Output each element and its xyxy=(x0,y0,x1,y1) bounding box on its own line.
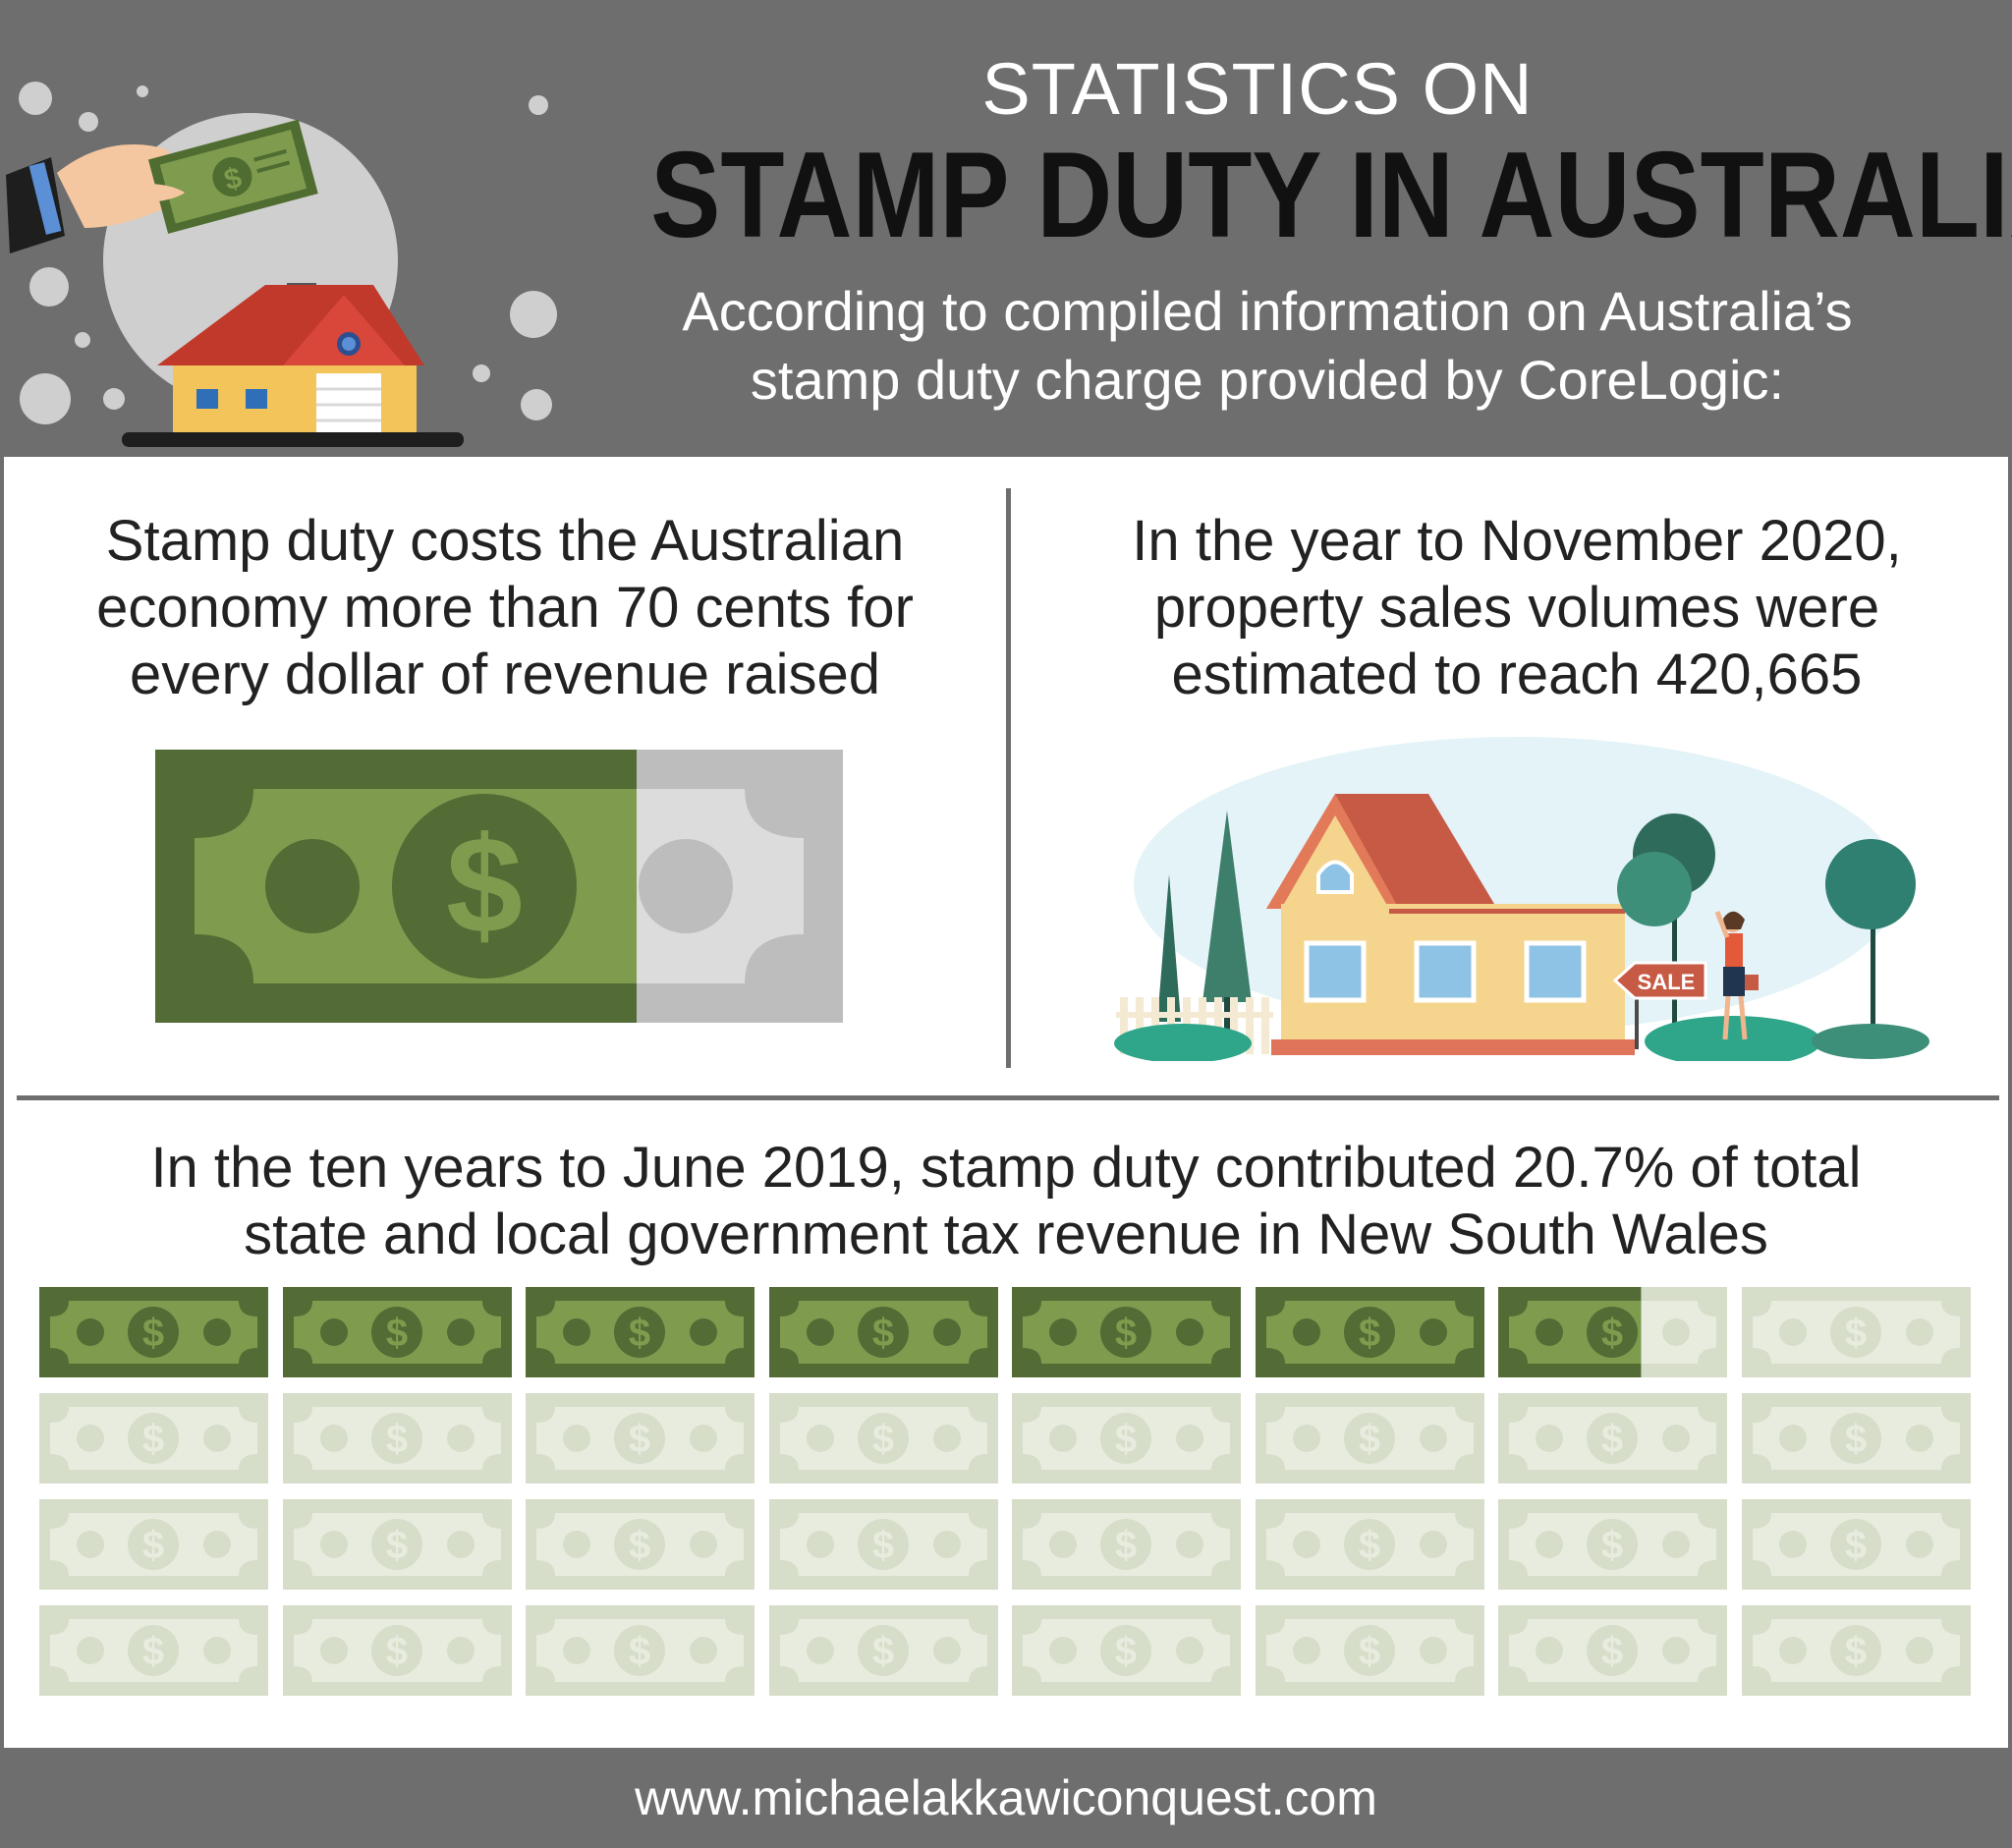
svg-text:$: $ xyxy=(446,808,523,962)
dollar-bill-icon: $ xyxy=(1255,1499,1484,1590)
footer-url: www.michaelakkawiconquest.com xyxy=(635,1770,1377,1825)
svg-text:$: $ xyxy=(871,1312,893,1355)
stat-nsw-line-1: In the ten years to June 2019, stamp dut… xyxy=(150,1136,1862,1200)
svg-text:$: $ xyxy=(1358,1630,1379,1673)
dollar-bill-icon: $ xyxy=(526,1499,754,1590)
horizontal-divider xyxy=(17,1095,1999,1100)
svg-text:$: $ xyxy=(1115,1630,1137,1673)
svg-text:$: $ xyxy=(629,1312,650,1355)
svg-text:$: $ xyxy=(385,1312,407,1355)
svg-text:$: $ xyxy=(629,1630,650,1673)
header-banner: $ STATISTICS ON STAMP DUTY IN AUSTRALIA … xyxy=(0,0,2012,457)
house-for-sale-icon: SALE xyxy=(1114,737,1929,1061)
dollar-bill-icon: $ xyxy=(1741,1605,1971,1696)
dollar-bill-icon: $ xyxy=(526,1605,754,1696)
dollar-bill-icon: $$ xyxy=(39,1287,268,1377)
stat-sales-text: In the year to November 2020, property s… xyxy=(1035,508,1998,708)
svg-text:$: $ xyxy=(1115,1312,1137,1355)
vertical-divider xyxy=(1006,488,1011,1068)
svg-text:$: $ xyxy=(1358,1312,1379,1355)
dollar-bill-icon: $$ xyxy=(1012,1287,1241,1377)
dollar-bill-icon: $ xyxy=(1498,1605,1727,1696)
stat-nsw-line-2: state and local government tax revenue i… xyxy=(244,1203,1768,1266)
svg-text:$: $ xyxy=(1844,1418,1866,1461)
dollar-bill-icon: $ xyxy=(1012,1393,1241,1484)
svg-text:$: $ xyxy=(1115,1418,1137,1461)
sale-sign-label: SALE xyxy=(1638,970,1696,994)
dollar-bill-icon: $ xyxy=(39,1499,268,1590)
stat-cost-line-3: every dollar of revenue raised xyxy=(129,643,881,706)
svg-text:$: $ xyxy=(1601,1524,1623,1567)
svg-text:$: $ xyxy=(871,1630,893,1673)
dollar-bill-icon: $ xyxy=(1741,1499,1971,1590)
dollar-bill-icon: $ xyxy=(1498,1393,1727,1484)
dollar-bill-icon: $$ xyxy=(1255,1287,1484,1377)
stat-cost-line-1: Stamp duty costs the Australian xyxy=(105,509,905,573)
dollar-bill-icon: $ xyxy=(768,1393,998,1484)
dollar-bill-icon: $ xyxy=(282,1605,512,1696)
dollar-bill-icon: $ xyxy=(526,1393,754,1484)
dollar-bill-icon: $ xyxy=(282,1499,512,1590)
stat-sales-line-3: estimated to reach 420,665 xyxy=(1171,643,1863,706)
subtitle-line-2: stamp duty charge provided by CoreLogic: xyxy=(750,349,1785,411)
bill-grid-chart: $$$$$$$$$$$$$$$$$$$$$$$$$$$$$$$$$$$$$$$ xyxy=(39,1287,1975,1696)
svg-text:$: $ xyxy=(1601,1312,1623,1355)
header-kicker: STATISTICS ON xyxy=(981,48,1534,130)
stats-panel: Stamp duty costs the Australian economy … xyxy=(4,457,2008,1748)
page-title: STAMP DUTY IN AUSTRALIA xyxy=(650,128,2012,263)
dollar-bill-icon: $ xyxy=(1255,1605,1484,1696)
stat-nsw-text: In the ten years to June 2019, stamp dut… xyxy=(33,1135,1979,1268)
stat-cost-line-2: economy more than 70 cents for xyxy=(96,576,914,640)
stat-cost-text: Stamp duty costs the Australian economy … xyxy=(24,508,986,708)
svg-text:$: $ xyxy=(1844,1312,1866,1355)
svg-text:$: $ xyxy=(142,1418,164,1461)
dollar-bill-icon: $ xyxy=(1498,1499,1727,1590)
dollar-bill-icon: $$ xyxy=(282,1287,512,1377)
dollar-bill-icon: $ xyxy=(39,1393,268,1484)
dollar-bill-icon: $ xyxy=(1012,1499,1241,1590)
svg-text:$: $ xyxy=(1601,1418,1623,1461)
dollar-bill-icon: $ xyxy=(768,1499,998,1590)
dollar-bill-icon: $$ xyxy=(526,1287,754,1377)
subtitle-line-1: According to compiled information on Aus… xyxy=(682,280,1853,342)
svg-text:$: $ xyxy=(1358,1418,1379,1461)
svg-text:$: $ xyxy=(1358,1524,1379,1567)
stat-sales-line-2: property sales volumes were xyxy=(1153,576,1880,640)
svg-text:$: $ xyxy=(1601,1630,1623,1673)
dollar-bill-icon: $$ xyxy=(768,1287,998,1377)
dollar-bill-icon: $ xyxy=(39,1605,268,1696)
svg-text:$: $ xyxy=(629,1418,650,1461)
dollar-bill-icon: $ xyxy=(155,750,843,1023)
dollar-bill-icon: $$ xyxy=(1498,1287,1727,1377)
svg-text:$: $ xyxy=(385,1524,407,1567)
dollar-bill-icon: $ xyxy=(1012,1605,1241,1696)
svg-text:$: $ xyxy=(629,1524,650,1567)
stat-sales-line-1: In the year to November 2020, xyxy=(1132,509,1902,573)
hand-paying-money-house-icon: $ xyxy=(6,82,557,447)
dollar-bill-icon: $ xyxy=(1741,1287,1971,1377)
dollar-bill-icon: $ xyxy=(1741,1393,1971,1484)
dollar-bill-icon: $ xyxy=(768,1605,998,1696)
svg-text:$: $ xyxy=(1115,1524,1137,1567)
svg-text:$: $ xyxy=(142,1524,164,1567)
svg-text:$: $ xyxy=(142,1312,164,1355)
svg-text:$: $ xyxy=(1844,1524,1866,1567)
dollar-bill-icon: $ xyxy=(282,1393,512,1484)
header-subtitle: According to compiled information on Aus… xyxy=(570,277,1965,415)
svg-text:$: $ xyxy=(1844,1630,1866,1673)
svg-text:$: $ xyxy=(385,1418,407,1461)
svg-text:$: $ xyxy=(871,1418,893,1461)
svg-text:$: $ xyxy=(871,1524,893,1567)
svg-text:$: $ xyxy=(385,1630,407,1673)
svg-text:$: $ xyxy=(142,1630,164,1673)
dollar-bill-icon: $ xyxy=(1255,1393,1484,1484)
